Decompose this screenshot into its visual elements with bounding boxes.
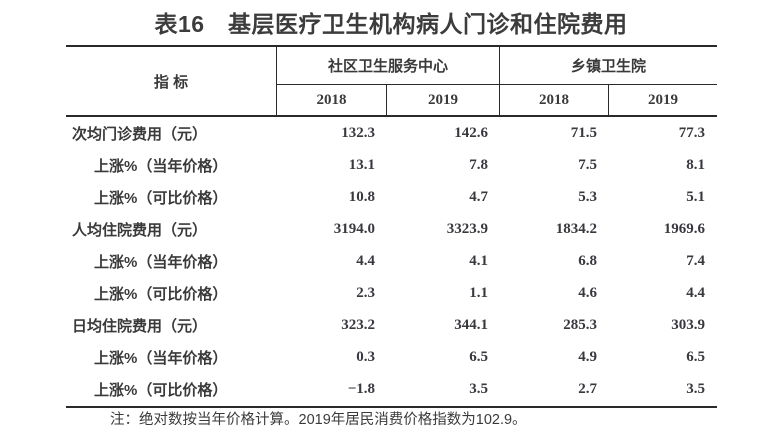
value-cell: 2.3 xyxy=(356,285,375,302)
value-cell: 142.6 xyxy=(454,124,488,141)
row-label: 上涨%（当年价格） xyxy=(94,350,228,368)
value-cell: 285.3 xyxy=(563,317,597,334)
value-cell: −1.8 xyxy=(347,381,375,398)
row-label: 上涨%（当年价格） xyxy=(94,253,228,271)
header-year-township-2019: 2019 xyxy=(648,91,678,108)
value-cell: 71.5 xyxy=(570,124,597,141)
value-cell: 3194.0 xyxy=(333,220,375,237)
value-cell: 4.6 xyxy=(578,285,597,302)
table-body: 次均门诊费用（元） 132.3 142.6 71.5 77.3 上涨%（当年价格… xyxy=(66,117,717,408)
value-cell: 5.1 xyxy=(686,188,705,205)
header-group-township-health-center: 乡镇卫生院 xyxy=(500,47,717,85)
value-cell: 1.1 xyxy=(469,285,488,302)
value-cell: 3.5 xyxy=(469,381,488,398)
row-label: 上涨%（可比价格） xyxy=(94,286,228,304)
table-header: 指 标 社区卫生服务中心 乡镇卫生院 2018 2019 2018 2019 xyxy=(66,45,717,117)
row-label: 上涨%（可比价格） xyxy=(94,189,228,207)
row-label: 人均住院费用（元） xyxy=(72,221,208,239)
value-cell: 4.4 xyxy=(356,252,375,269)
value-cell: 4.1 xyxy=(469,252,488,269)
value-cell: 2.7 xyxy=(578,381,597,398)
value-cell: 6.8 xyxy=(578,252,597,269)
value-cell: 77.3 xyxy=(678,124,705,141)
value-cell: 4.7 xyxy=(469,188,488,205)
value-cell: 323.2 xyxy=(341,317,375,334)
value-cell: 10.8 xyxy=(348,188,375,205)
statistics-table: 指 标 社区卫生服务中心 乡镇卫生院 2018 2019 2018 2019 次… xyxy=(66,45,717,408)
header-year-township-2018: 2018 xyxy=(500,85,609,115)
value-cell: 5.3 xyxy=(578,188,597,205)
value-cell: 303.9 xyxy=(671,317,705,334)
value-cell: 3323.9 xyxy=(446,220,488,237)
value-cell: 7.4 xyxy=(686,252,705,269)
table-footnote: 注：绝对数按当年价格计算。2019年居民消费价格指数为102.9。 xyxy=(110,412,527,428)
header-year-community-2018: 2018 xyxy=(277,85,387,115)
value-cell: 132.3 xyxy=(341,124,375,141)
value-cell: 344.1 xyxy=(454,317,488,334)
row-label: 上涨%（可比价格） xyxy=(94,382,228,400)
value-cell: 0.3 xyxy=(356,349,375,366)
value-cell: 6.5 xyxy=(469,349,488,366)
table-title: 表16 基层医疗卫生机构病人门诊和住院费用 xyxy=(154,11,628,37)
value-cell: 1834.2 xyxy=(555,220,597,237)
row-label: 次均门诊费用（元） xyxy=(72,125,208,143)
value-cell: 13.1 xyxy=(348,156,375,173)
value-cell: 1969.6 xyxy=(663,220,705,237)
header-indicator: 指 标 xyxy=(66,47,277,115)
value-cell: 8.1 xyxy=(686,156,705,173)
value-cell: 4.4 xyxy=(686,285,705,302)
header-group-community-health-center: 社区卫生服务中心 xyxy=(277,47,500,85)
value-cell: 6.5 xyxy=(686,349,705,366)
value-cell: 3.5 xyxy=(686,381,705,398)
value-cell: 4.9 xyxy=(578,349,597,366)
header-year-community-2019: 2019 xyxy=(387,85,500,115)
value-cell: 7.8 xyxy=(469,156,488,173)
row-label: 上涨%（当年价格） xyxy=(94,157,228,175)
value-cell: 7.5 xyxy=(578,156,597,173)
row-label: 日均住院费用（元） xyxy=(72,318,208,336)
